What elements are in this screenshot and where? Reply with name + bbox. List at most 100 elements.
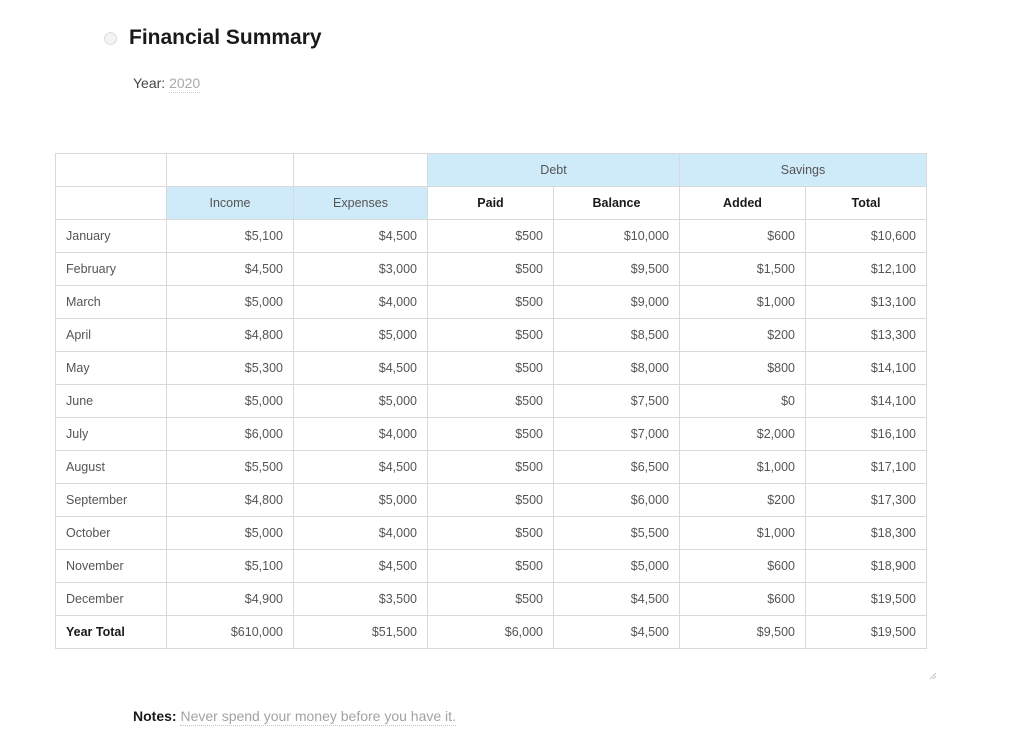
table-row: March $5,000 $4,000 $500 $9,000 $1,000 $… xyxy=(55,285,927,319)
expenses-cell: $4,500 xyxy=(293,351,428,385)
added-cell: $0 xyxy=(679,384,806,418)
expenses-cell: $4,000 xyxy=(293,417,428,451)
expenses-cell: $5,000 xyxy=(293,384,428,418)
title-row: Financial Summary xyxy=(104,26,322,50)
income-cell: $4,800 xyxy=(166,483,294,517)
table-row: August $5,500 $4,500 $500 $6,500 $1,000 … xyxy=(55,450,927,484)
table-row: November $5,100 $4,500 $500 $5,000 $600 … xyxy=(55,549,927,583)
group-header-row: Debt Savings xyxy=(55,153,927,187)
table-row: January $5,100 $4,500 $500 $10,000 $600 … xyxy=(55,219,927,253)
total-cell: $16,100 xyxy=(805,417,927,451)
expenses-header: Expenses xyxy=(293,186,428,220)
table-row: February $4,500 $3,000 $500 $9,500 $1,50… xyxy=(55,252,927,286)
page-title: Financial Summary xyxy=(129,26,322,49)
savings-group-header: Savings xyxy=(679,153,927,187)
balance-cell: $6,000 xyxy=(553,483,680,517)
month-cell: January xyxy=(55,219,167,253)
total-total-cell: $19,500 xyxy=(805,615,927,649)
financial-table: Debt Savings Income Expenses Paid Balanc… xyxy=(55,153,927,649)
total-cell: $13,300 xyxy=(805,318,927,352)
expenses-cell: $3,000 xyxy=(293,252,428,286)
paid-cell: $500 xyxy=(427,285,554,319)
paid-cell: $500 xyxy=(427,252,554,286)
total-cell: $12,100 xyxy=(805,252,927,286)
month-cell: August xyxy=(55,450,167,484)
month-cell: September xyxy=(55,483,167,517)
balance-total-cell: $4,500 xyxy=(553,615,680,649)
income-cell: $5,000 xyxy=(166,516,294,550)
table-row: May $5,300 $4,500 $500 $8,000 $800 $14,1… xyxy=(55,351,927,385)
table-row: July $6,000 $4,000 $500 $7,000 $2,000 $1… xyxy=(55,417,927,451)
paid-cell: $500 xyxy=(427,549,554,583)
income-cell: $5,100 xyxy=(166,219,294,253)
added-cell: $2,000 xyxy=(679,417,806,451)
radio-circle-icon[interactable] xyxy=(104,31,117,45)
total-header: Total xyxy=(805,186,927,220)
added-cell: $1,000 xyxy=(679,285,806,319)
total-cell: $14,100 xyxy=(805,384,927,418)
paid-cell: $500 xyxy=(427,219,554,253)
income-cell: $6,000 xyxy=(166,417,294,451)
empty-header-cell xyxy=(55,186,167,220)
table-row: October $5,000 $4,000 $500 $5,500 $1,000… xyxy=(55,516,927,550)
month-cell: February xyxy=(55,252,167,286)
month-cell: December xyxy=(55,582,167,616)
year-label: Year: xyxy=(133,75,166,91)
added-total-cell: $9,500 xyxy=(679,615,806,649)
total-cell: $17,100 xyxy=(805,450,927,484)
balance-header: Balance xyxy=(553,186,680,220)
balance-cell: $9,000 xyxy=(553,285,680,319)
added-cell: $1,000 xyxy=(679,516,806,550)
balance-cell: $8,500 xyxy=(553,318,680,352)
month-cell: November xyxy=(55,549,167,583)
table-row: December $4,900 $3,500 $500 $4,500 $600 … xyxy=(55,582,927,616)
balance-cell: $9,500 xyxy=(553,252,680,286)
expenses-cell: $4,000 xyxy=(293,516,428,550)
balance-cell: $5,000 xyxy=(553,549,680,583)
income-cell: $5,100 xyxy=(166,549,294,583)
month-cell: June xyxy=(55,384,167,418)
added-header: Added xyxy=(679,186,806,220)
paid-cell: $500 xyxy=(427,318,554,352)
balance-cell: $7,000 xyxy=(553,417,680,451)
expenses-total-cell: $51,500 xyxy=(293,615,428,649)
balance-cell: $6,500 xyxy=(553,450,680,484)
total-cell: $17,300 xyxy=(805,483,927,517)
year-value[interactable]: 2020 xyxy=(169,75,201,93)
income-header: Income xyxy=(166,186,294,220)
paid-cell: $500 xyxy=(427,582,554,616)
table-row: September $4,800 $5,000 $500 $6,000 $200… xyxy=(55,483,927,517)
added-cell: $1,500 xyxy=(679,252,806,286)
income-cell: $5,000 xyxy=(166,285,294,319)
added-cell: $600 xyxy=(679,549,806,583)
notes-value[interactable]: Never spend your money before you have i… xyxy=(180,708,456,726)
notes-label: Notes: xyxy=(133,708,177,724)
added-cell: $600 xyxy=(679,582,806,616)
total-cell: $14,100 xyxy=(805,351,927,385)
year-total-row: Year Total $610,000 $51,500 $6,000 $4,50… xyxy=(55,615,927,649)
income-cell: $5,300 xyxy=(166,351,294,385)
paid-cell: $500 xyxy=(427,384,554,418)
expenses-cell: $5,000 xyxy=(293,318,428,352)
total-cell: $10,600 xyxy=(805,219,927,253)
month-cell: May xyxy=(55,351,167,385)
added-cell: $1,000 xyxy=(679,450,806,484)
empty-header-cell xyxy=(55,153,167,187)
paid-cell: $500 xyxy=(427,483,554,517)
expenses-cell: $4,500 xyxy=(293,450,428,484)
income-cell: $4,900 xyxy=(166,582,294,616)
income-total-cell: $610,000 xyxy=(166,615,294,649)
added-cell: $800 xyxy=(679,351,806,385)
added-cell: $200 xyxy=(679,318,806,352)
month-cell: October xyxy=(55,516,167,550)
empty-header-cell xyxy=(293,153,428,187)
empty-header-cell xyxy=(166,153,294,187)
expenses-cell: $4,000 xyxy=(293,285,428,319)
expenses-cell: $5,000 xyxy=(293,483,428,517)
paid-header: Paid xyxy=(427,186,554,220)
resize-handle-icon[interactable] xyxy=(929,672,937,680)
total-cell: $19,500 xyxy=(805,582,927,616)
expenses-cell: $4,500 xyxy=(293,219,428,253)
balance-cell: $8,000 xyxy=(553,351,680,385)
balance-cell: $10,000 xyxy=(553,219,680,253)
